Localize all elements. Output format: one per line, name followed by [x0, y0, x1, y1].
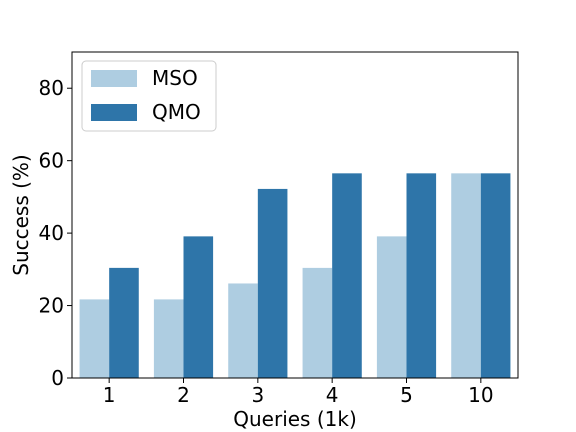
x-axis-ticks: 1 2 3 4 5 10 [103, 378, 494, 407]
x-tick-label: 5 [400, 383, 413, 407]
bar-mso-5 [376, 236, 407, 378]
bar-mso-1 [79, 299, 110, 378]
x-tick-label: 3 [251, 383, 264, 407]
bar-qmo-3 [257, 188, 288, 378]
plot-frame [71, 51, 519, 379]
y-tick-label: 60 [39, 149, 64, 173]
bar-qmo-1 [109, 267, 139, 378]
x-axis-label: Queries (1k) [233, 407, 357, 431]
bar-mso-10 [451, 173, 481, 378]
bar-qmo-10 [480, 173, 511, 378]
legend-swatch-mso [91, 70, 137, 87]
bar-qmo-4 [332, 173, 362, 378]
legend-swatch-qmo [91, 104, 137, 121]
x-tick-label: 10 [468, 383, 493, 407]
y-axis-ticks: 0 20 40 60 80 [39, 76, 72, 390]
bar-qmo-5 [406, 173, 437, 378]
bar-mso-2 [153, 299, 184, 378]
x-tick-label: 2 [177, 383, 190, 407]
bar-qmo-2 [183, 236, 214, 378]
legend: MSO QMO [81, 60, 217, 132]
y-tick-label: 0 [51, 366, 64, 390]
bar-mso-3 [228, 283, 258, 378]
x-tick-label: 1 [103, 383, 116, 407]
legend-label-qmo: QMO [152, 100, 201, 124]
x-tick-label: 4 [326, 383, 339, 407]
y-tick-label: 40 [39, 221, 64, 245]
legend-label-mso: MSO [152, 66, 198, 90]
bar-mso-4 [302, 267, 333, 378]
y-tick-label: 80 [39, 76, 64, 100]
bars-layer [79, 173, 511, 378]
y-axis-label: Success (%) [9, 154, 33, 275]
y-tick-label: 20 [39, 294, 64, 318]
